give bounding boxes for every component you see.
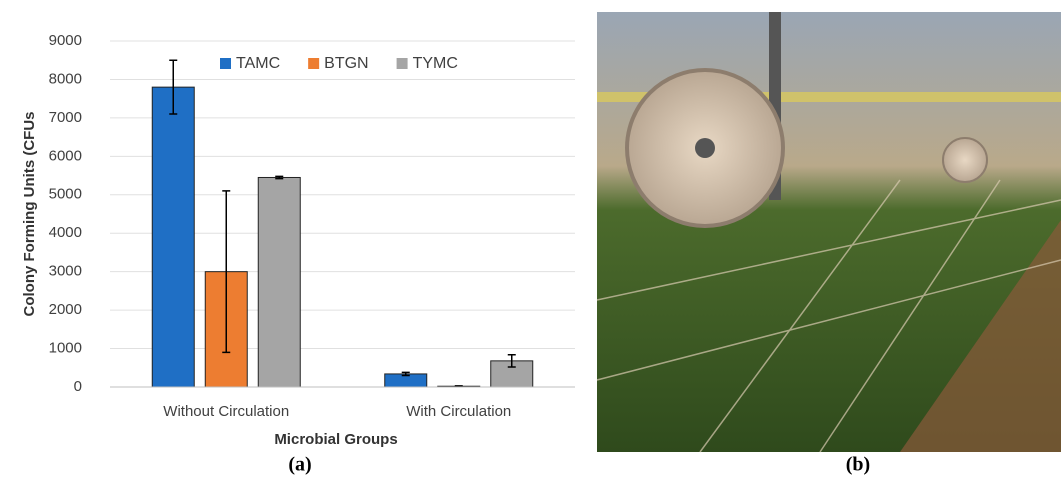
photo: [596, 12, 1061, 453]
legend-label: TYMC: [413, 55, 458, 72]
x-tick-label: With Circulation: [406, 403, 511, 420]
y-tick-label: 9000: [49, 32, 82, 49]
y-tick-label: 3000: [49, 263, 82, 280]
legend-label: TAMC: [236, 55, 280, 72]
y-tick-label: 5000: [49, 186, 82, 203]
y-axis-label: Colony Forming Units (CFUs: [21, 112, 38, 317]
y-tick-label: 7000: [49, 109, 82, 126]
bar: [257, 176, 301, 388]
error-bar: [507, 353, 516, 368]
error-bar: [169, 59, 178, 115]
x-axis-label: Microbial Groups: [274, 431, 397, 448]
y-tick-label: 2000: [49, 301, 82, 318]
bar: [151, 86, 195, 388]
legend-swatch: [396, 58, 408, 69]
y-tick-label: 6000: [49, 147, 82, 164]
y-tick-label: 8000: [49, 70, 82, 87]
y-tick-label: 4000: [49, 224, 82, 241]
error-bar: [275, 175, 284, 180]
y-tick-label: 0: [74, 378, 82, 395]
error-bar: [222, 190, 231, 354]
error-bar: [401, 371, 410, 377]
legend-swatch: [308, 58, 320, 69]
panel-label: (a): [288, 454, 311, 476]
x-tick-label: Without Circulation: [163, 403, 289, 420]
legend-swatch: [220, 58, 231, 69]
panel-label: (b): [846, 454, 870, 476]
legend-label: BTGN: [324, 55, 368, 72]
y-tick-label: 1000: [49, 340, 82, 357]
